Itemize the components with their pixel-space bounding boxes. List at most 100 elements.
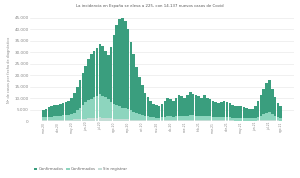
Bar [62,120,64,121]
Bar [98,44,101,94]
Bar [56,116,59,120]
Bar [79,119,81,121]
Bar [243,118,245,121]
Bar [169,99,172,116]
Bar [181,96,183,116]
Bar [68,120,70,121]
Bar [268,80,271,112]
Bar [274,120,276,121]
Bar [243,107,245,118]
Text: La incidencia en España se eleva a 225, con 14.137 nuevos casos de Covid: La incidencia en España se eleva a 225, … [76,4,224,7]
Bar [248,109,251,118]
Bar [93,97,95,118]
Bar [268,120,271,121]
Bar [107,55,110,99]
Bar [144,93,146,116]
Bar [121,18,124,108]
Bar [118,106,121,119]
Bar [279,106,282,118]
Bar [132,54,135,112]
Bar [223,101,226,117]
Bar [104,51,107,97]
Bar [155,117,158,120]
Bar [279,118,282,121]
Bar [53,105,56,116]
Bar [220,117,223,120]
Bar [186,120,189,121]
Bar [181,116,183,120]
Bar [98,117,101,121]
Bar [84,103,87,119]
Bar [132,120,135,121]
Bar [79,80,81,108]
Bar [62,116,64,120]
Bar [107,99,110,118]
Bar [209,116,211,120]
Bar [183,116,186,120]
Bar [178,116,180,120]
Bar [277,103,279,117]
Bar [245,118,248,121]
Bar [167,120,169,121]
Bar [90,99,93,118]
Bar [237,106,240,118]
Bar [90,118,93,121]
Bar [90,54,93,99]
Bar [167,98,169,116]
Bar [231,117,234,121]
Bar [116,119,118,121]
Bar [138,77,141,114]
Bar [84,66,87,103]
Bar [107,118,110,121]
Bar [262,120,265,121]
Bar [101,96,104,118]
Bar [226,102,228,117]
Bar [73,119,76,121]
Bar [45,120,47,121]
Bar [229,103,231,117]
Bar [189,92,192,115]
Bar [101,46,104,96]
Bar [45,117,47,120]
Bar [271,120,274,121]
Bar [149,117,152,120]
Bar [195,120,197,121]
Bar [209,120,211,121]
Bar [223,117,226,120]
Bar [96,48,98,96]
Bar [87,100,90,118]
Bar [183,120,186,121]
Bar [118,19,121,106]
Bar [175,116,177,120]
Bar [70,120,73,121]
Bar [214,120,217,121]
Bar [59,116,61,120]
Bar [226,120,228,121]
Bar [169,116,172,120]
Bar [223,120,226,121]
Bar [206,120,208,121]
Bar [231,105,234,117]
Bar [226,117,228,120]
Bar [42,117,45,120]
Bar [262,89,265,114]
Bar [144,120,146,121]
Bar [186,116,189,120]
Bar [113,104,115,119]
Bar [82,105,84,119]
Bar [189,120,192,121]
Bar [147,97,149,116]
Bar [234,106,237,118]
Bar [212,120,214,121]
Bar [79,108,81,119]
Bar [217,117,220,121]
Bar [214,102,217,117]
Bar [175,98,177,116]
Bar [73,93,76,112]
Bar [209,99,211,116]
Bar [192,115,194,120]
Bar [220,120,223,121]
Bar [155,120,158,121]
Bar [59,120,61,121]
Bar [127,109,129,119]
